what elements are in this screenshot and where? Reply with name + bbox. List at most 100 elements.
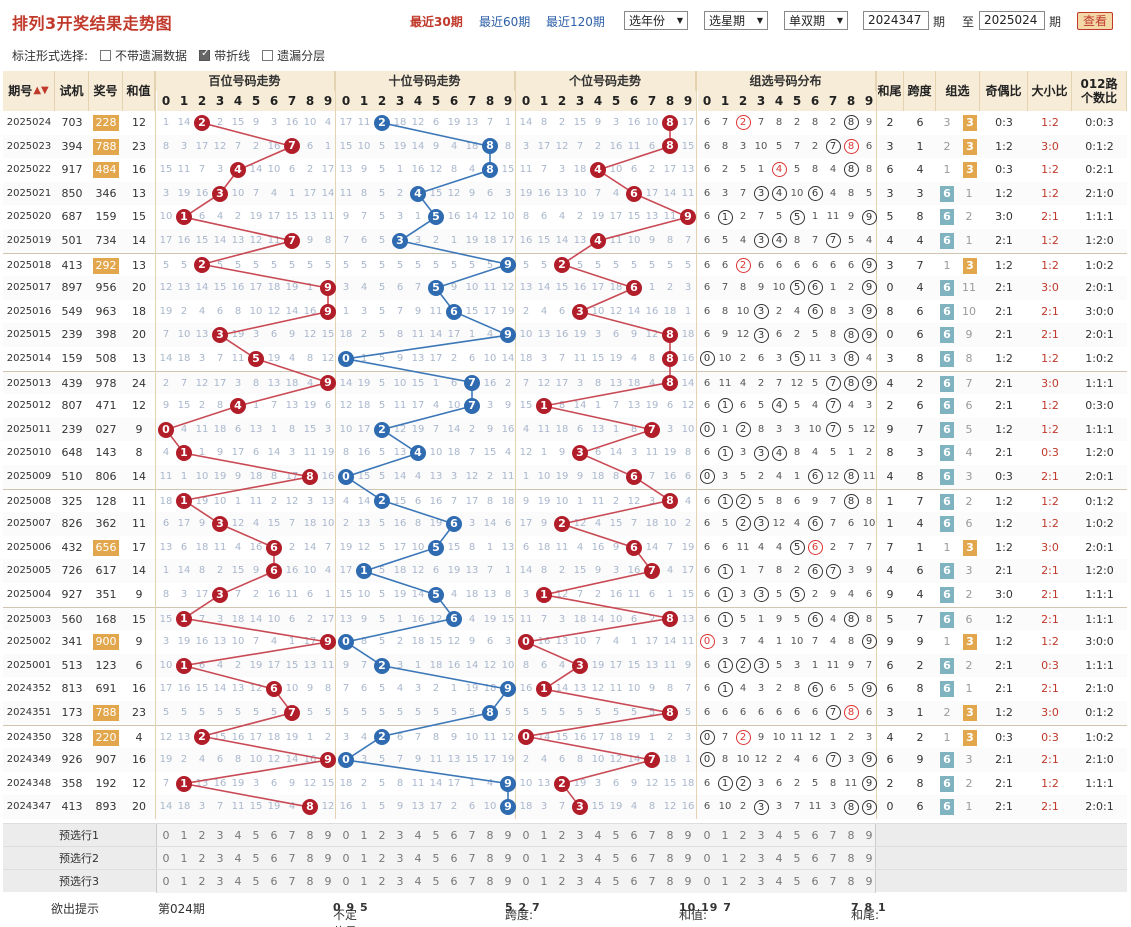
preselect-digit[interactable]: 6 — [811, 852, 819, 865]
preselect-digit[interactable]: 3 — [757, 829, 765, 842]
preselect-digit[interactable]: 2 — [558, 852, 566, 865]
preselect-digit[interactable]: 5 — [793, 852, 801, 865]
preselect-digit[interactable]: 7 — [288, 829, 296, 842]
preselect-digit[interactable]: 7 — [468, 829, 476, 842]
preselect-digit[interactable]: 1 — [180, 875, 188, 888]
preselect-digit[interactable]: 9 — [865, 875, 873, 888]
preselect-digit[interactable]: 5 — [793, 875, 801, 888]
preselect-digit[interactable]: 7 — [829, 852, 837, 865]
from-issue-input[interactable]: 2024347 — [863, 11, 929, 30]
preselect-digit[interactable]: 1 — [540, 829, 548, 842]
preselect-digit[interactable]: 3 — [216, 875, 224, 888]
preselect-digit[interactable]: 9 — [324, 852, 332, 865]
preselect-digit[interactable]: 1 — [721, 829, 729, 842]
preselect-digit[interactable]: 6 — [811, 875, 819, 888]
preselect-digit[interactable]: 0 — [703, 875, 711, 888]
preselect-digit[interactable]: 4 — [775, 875, 783, 888]
preselect-digit[interactable]: 6 — [811, 829, 819, 842]
checkbox-box[interactable] — [262, 49, 274, 61]
preselect-digit[interactable]: 4 — [594, 875, 602, 888]
preselect-digit[interactable]: 1 — [360, 875, 368, 888]
preselect-digit[interactable]: 4 — [594, 852, 602, 865]
miss-layer-checkbox[interactable]: 遗漏分层 — [262, 47, 325, 64]
preselect-digit[interactable]: 1 — [180, 852, 188, 865]
preselect-digit[interactable]: 8 — [666, 875, 674, 888]
preselect-digit[interactable]: 9 — [865, 852, 873, 865]
preselect-digit[interactable]: 2 — [198, 829, 206, 842]
preselect-digit[interactable]: 0 — [342, 852, 350, 865]
preselect-digit[interactable]: 7 — [468, 852, 476, 865]
preselect-digit[interactable]: 4 — [775, 852, 783, 865]
preselect-digit[interactable]: 2 — [739, 829, 747, 842]
preselect-digit[interactable]: 9 — [684, 852, 692, 865]
preselect-digit[interactable]: 6 — [450, 875, 458, 888]
preselect-digit[interactable]: 8 — [306, 829, 314, 842]
preselect-digit[interactable]: 3 — [576, 829, 584, 842]
preselect-digit[interactable]: 9 — [504, 852, 512, 865]
weekday-select[interactable]: 选星期 ▼ — [704, 11, 768, 30]
preselect-digit[interactable]: 1 — [180, 829, 188, 842]
preselect-digit[interactable]: 1 — [540, 852, 548, 865]
preselect-digit[interactable]: 5 — [252, 875, 260, 888]
preselect-digit[interactable]: 4 — [594, 829, 602, 842]
preselect-digit[interactable]: 5 — [612, 829, 620, 842]
preselect-digit[interactable]: 2 — [739, 852, 747, 865]
preselect-digit[interactable]: 7 — [648, 852, 656, 865]
preselect-digit[interactable]: 2 — [198, 875, 206, 888]
preselect-digit[interactable]: 1 — [360, 829, 368, 842]
preselect-digit[interactable]: 3 — [396, 852, 404, 865]
preselect-digit[interactable]: 0 — [162, 829, 170, 842]
preselect-digit[interactable]: 9 — [865, 829, 873, 842]
preselect-digit[interactable]: 8 — [847, 852, 855, 865]
preselect-digit[interactable]: 2 — [558, 875, 566, 888]
preselect-digit[interactable]: 0 — [342, 829, 350, 842]
no-miss-data-checkbox[interactable]: 不带遗漏数据 — [100, 47, 187, 64]
preselect-digit[interactable]: 4 — [775, 829, 783, 842]
to-issue-input[interactable]: 2025024 — [979, 11, 1045, 30]
preselect-digit[interactable]: 0 — [162, 852, 170, 865]
query-button[interactable]: 查看 — [1077, 12, 1113, 30]
preselect-digit[interactable]: 9 — [504, 829, 512, 842]
preselect-digit[interactable]: 2 — [739, 875, 747, 888]
odd-even-issue-select[interactable]: 单双期 ▼ — [784, 11, 848, 30]
preselect-digit[interactable]: 2 — [198, 852, 206, 865]
preselect-digit[interactable]: 7 — [829, 875, 837, 888]
preselect-digit[interactable]: 6 — [270, 829, 278, 842]
preselect-digit[interactable]: 4 — [414, 829, 422, 842]
preselect-digit[interactable]: 3 — [396, 875, 404, 888]
preselect-digit[interactable]: 4 — [414, 852, 422, 865]
preselect-digit[interactable]: 0 — [703, 852, 711, 865]
checkbox-box[interactable] — [100, 49, 112, 61]
preselect-digit[interactable]: 6 — [630, 829, 638, 842]
preselect-digit[interactable]: 3 — [216, 852, 224, 865]
preselect-digit[interactable]: 8 — [486, 829, 494, 842]
preselect-digit[interactable]: 6 — [630, 852, 638, 865]
polyline-checkbox[interactable]: 带折线 — [199, 47, 250, 64]
preselect-digit[interactable]: 8 — [847, 829, 855, 842]
preselect-digit[interactable]: 3 — [576, 852, 584, 865]
preselect-digit[interactable]: 7 — [648, 875, 656, 888]
checkbox-box[interactable] — [199, 48, 211, 61]
preselect-digit[interactable]: 2 — [378, 852, 386, 865]
preselect-digit[interactable]: 8 — [306, 875, 314, 888]
preselect-digit[interactable]: 8 — [666, 852, 674, 865]
preselect-digit[interactable]: 5 — [252, 852, 260, 865]
preselect-digit[interactable]: 9 — [684, 829, 692, 842]
preselect-digit[interactable]: 7 — [288, 852, 296, 865]
preselect-digit[interactable]: 5 — [612, 852, 620, 865]
preselect-digit[interactable]: 7 — [468, 875, 476, 888]
preselect-digit[interactable]: 8 — [847, 875, 855, 888]
issue-header[interactable]: 期号 ▲▼ — [3, 71, 55, 111]
preselect-digit[interactable]: 0 — [522, 852, 530, 865]
preselect-digit[interactable]: 6 — [450, 829, 458, 842]
preselect-digit[interactable]: 5 — [793, 829, 801, 842]
preselect-digit[interactable]: 0 — [522, 875, 530, 888]
preselect-digit[interactable]: 2 — [378, 875, 386, 888]
preselect-digit[interactable]: 6 — [630, 875, 638, 888]
recent-120-link[interactable]: 最近120期 — [546, 15, 605, 29]
preselect-digit[interactable]: 6 — [270, 875, 278, 888]
preselect-digit[interactable]: 5 — [432, 829, 440, 842]
preselect-digit[interactable]: 0 — [703, 829, 711, 842]
preselect-digit[interactable]: 7 — [648, 829, 656, 842]
preselect-digit[interactable]: 9 — [324, 875, 332, 888]
